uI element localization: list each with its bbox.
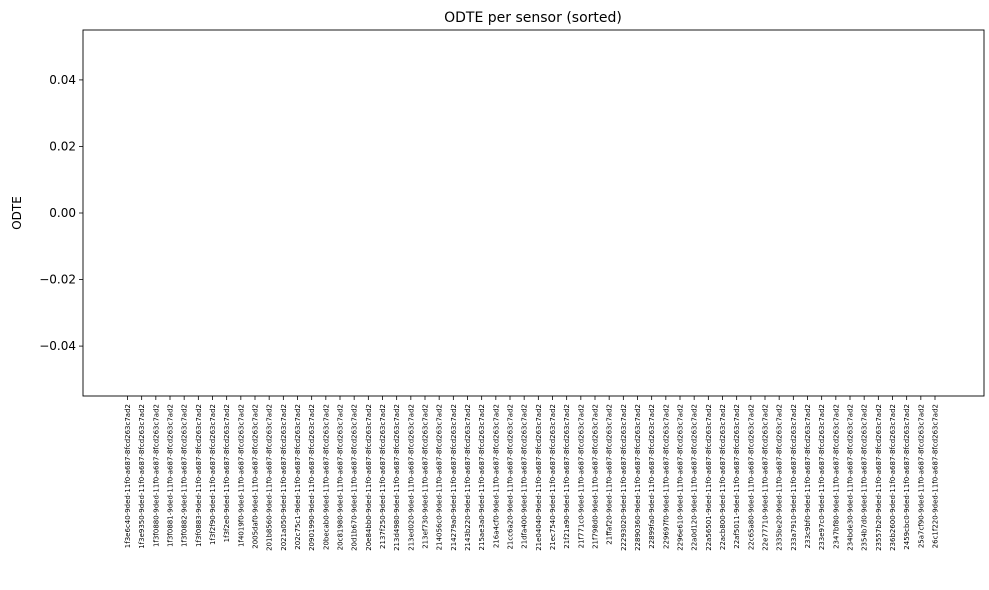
x-tick-label: 229697f0-9ded-11f0-a687-8fcd263c7ad2 xyxy=(662,404,670,549)
x-tick-label: 2354b7d0-9ded-11f0-a687-8fcd263c7ad2 xyxy=(861,404,869,551)
x-tick-label: 201b8560-9ded-11f0-a687-8fcd263c7ad2 xyxy=(266,404,274,551)
x-tick-label: 2021a050-9ded-11f0-a687-8fcd263c7ad2 xyxy=(280,404,288,551)
chart-title: ODTE per sensor (sorted) xyxy=(444,10,622,26)
x-tick-label: 21f798d0-9ded-11f0-a687-8fcd263c7ad2 xyxy=(592,404,600,549)
x-tick-label: 22acb800-9ded-11f0-a687-8fcd263c7ad2 xyxy=(719,404,727,550)
x-tick-label: 233c9bf0-9ded-11f0-a687-8fcd263c7ad2 xyxy=(804,404,812,548)
x-tick-label: 213ed020-9ded-11f0-a687-8fcd263c7ad2 xyxy=(407,404,415,551)
x-tick-label: 214056c0-9ded-11f0-a687-8fcd263c7ad2 xyxy=(436,404,444,550)
x-tick-label: 1f3f2e0-9ded-11f0-a687-8fcd263c7ad2 xyxy=(223,404,231,542)
y-tick-label: −0.02 xyxy=(39,273,76,287)
x-tick-label: 2335be20-9ded-11f0-a687-8fcd263c7ad2 xyxy=(776,404,784,551)
x-axis: 1f3e6c40-9ded-11f0-a687-8fcd263c7ad2 1f3e… xyxy=(124,396,940,551)
x-tick-label: 22a56501-9ded-11f0-a687-8fcd263c7ad2 xyxy=(705,404,713,551)
x-tick-label: 1f3f0882-9ded-11f0-a687-8fcd263c7ad2 xyxy=(181,404,189,547)
x-tick-label: 23557b20-9ded-11f0-a687-8fcd263c7ad2 xyxy=(875,404,883,551)
x-tick-label: 26c1f220-9ded-11f0-a687-8fcd263c7ad2 xyxy=(932,404,940,548)
x-tick-label: 20d1b670-9ded-11f0-a687-8fcd263c7ad2 xyxy=(351,404,359,551)
x-tick-label: 2005daf0-9ded-11f0-a687-8fcd263c7ad2 xyxy=(252,404,260,549)
x-tick-label: 22e77710-9ded-11f0-a687-8fcd263c7ad2 xyxy=(762,404,770,551)
x-tick-label: 1f3e6c40-9ded-11f0-a687-8fcd263c7ad2 xyxy=(124,404,132,548)
y-tick-label: 0.00 xyxy=(49,206,76,220)
x-tick-label: 20e84bb0-9ded-11f0-a687-8fcd263c7ad2 xyxy=(365,404,373,551)
x-tick-label: 234bde30-9ded-11f0-a687-8fcd263c7ad2 xyxy=(847,404,855,551)
x-tick-label: 213ef730-9ded-11f0-a687-8fcd263c7ad2 xyxy=(422,404,430,549)
x-tick-label: 20becab0-9ded-11f0-a687-8fcd263c7ad2 xyxy=(322,404,330,550)
x-tick-label: 202c75c1-9ded-11f0-a687-8fcd263c7ad2 xyxy=(294,404,302,550)
x-tick-label: 22293020-9ded-11f0-a687-8fcd263c7ad2 xyxy=(620,404,628,551)
x-tick-label: 2459cbc0-9ded-11f0-a687-8fcd263c7ad2 xyxy=(903,404,911,550)
x-tick-label: 21dfa400-9ded-11f0-a687-8fcd263c7ad2 xyxy=(521,404,529,549)
x-tick-label: 2296e610-9ded-11f0-a687-8fcd263c7ad2 xyxy=(677,404,685,551)
y-axis-label: ODTE xyxy=(10,196,24,230)
x-tick-label: 22a0d120-9ded-11f0-a687-8fcd263c7ad2 xyxy=(691,404,699,551)
x-tick-label: 236b2600-9ded-11f0-a687-8fcd263c7ad2 xyxy=(889,404,897,551)
x-tick-label: 216a4cf0-9ded-11f0-a687-8fcd263c7ad2 xyxy=(492,404,500,548)
x-tick-label: 21f21a90-9ded-11f0-a687-8fcd263c7ad2 xyxy=(563,404,571,549)
x-tick-label: 22890360-9ded-11f0-a687-8fcd263c7ad2 xyxy=(634,404,642,551)
x-tick-label: 21ec7540-9ded-11f0-a687-8fcd263c7ad2 xyxy=(549,404,557,550)
x-tick-label: 22af5011-9ded-11f0-a687-8fcd263c7ad2 xyxy=(733,404,741,549)
x-tick-label: 22c65a80-9ded-11f0-a687-8fcd263c7ad2 xyxy=(747,404,755,550)
x-tick-label: 1f3f0880-9ded-11f0-a687-8fcd263c7ad2 xyxy=(152,404,160,547)
x-tick-label: 21e04040-9ded-11f0-a687-8fcd263c7ad2 xyxy=(535,404,543,551)
x-tick-label: 233a7910-9ded-11f0-a687-8fcd263c7ad2 xyxy=(790,404,798,551)
x-tick-label: 20901990-9ded-11f0-a687-8fcd263c7ad2 xyxy=(308,404,316,551)
y-tick-label: −0.04 xyxy=(39,339,76,353)
x-tick-label: 213d4980-9ded-11f0-a687-8fcd263c7ad2 xyxy=(393,404,401,551)
x-tick-label: 215ae3a0-9ded-11f0-a687-8fcd263c7ad2 xyxy=(478,404,486,550)
x-tick-label: 2347bf80-9ded-11f0-a687-8fcd263c7ad2 xyxy=(832,404,840,549)
y-axis: −0.04 −0.02 0.00 0.02 0.04 xyxy=(39,73,83,353)
x-tick-label: 21f771c0-9ded-11f0-a687-8fcd263c7ad2 xyxy=(577,404,585,548)
x-tick-label: 233e97c0-9ded-11f0-a687-8fcd263c7ad2 xyxy=(818,404,826,550)
x-tick-label: 21cc6a20-9ded-11f0-a687-8fcd263c7ad2 xyxy=(507,404,515,550)
x-tick-label: 1f3e9350-9ded-11f0-a687-8fcd263c7ad2 xyxy=(138,404,146,549)
x-tick-label: 25a7cf90-9ded-11f0-a687-8fcd263c7ad2 xyxy=(917,404,925,548)
y-tick-label: 0.04 xyxy=(49,73,76,87)
x-tick-label: 1f3f0883-9ded-11f0-a687-8fcd263c7ad2 xyxy=(195,404,203,547)
x-tick-label: 20c81980-9ded-11f0-a687-8fcd263c7ad2 xyxy=(337,404,345,550)
plot-frame xyxy=(82,29,985,397)
x-tick-label: 22899fa0-9ded-11f0-a687-8fcd263c7ad2 xyxy=(648,404,656,549)
x-tick-label: 2143b220-9ded-11f0-a687-8fcd263c7ad2 xyxy=(464,404,472,551)
x-tick-label: 1f3f2f90-9ded-11f0-a687-8fcd263c7ad2 xyxy=(209,404,217,545)
x-tick-label: 1f4019f0-9ded-11f0-a687-8fcd263c7ad2 xyxy=(237,404,245,547)
y-tick-label: 0.02 xyxy=(49,139,76,153)
x-tick-label: 21ffaf20-9ded-11f0-a687-8fcd263c7ad2 xyxy=(606,404,614,545)
x-tick-label: 2137f250-9ded-11f0-a687-8fcd263c7ad2 xyxy=(379,404,387,549)
x-tick-label: 214279a0-9ded-11f0-a687-8fcd263c7ad2 xyxy=(450,404,458,551)
x-tick-label: 1f3f0881-9ded-11f0-a687-8fcd263c7ad2 xyxy=(167,404,175,547)
